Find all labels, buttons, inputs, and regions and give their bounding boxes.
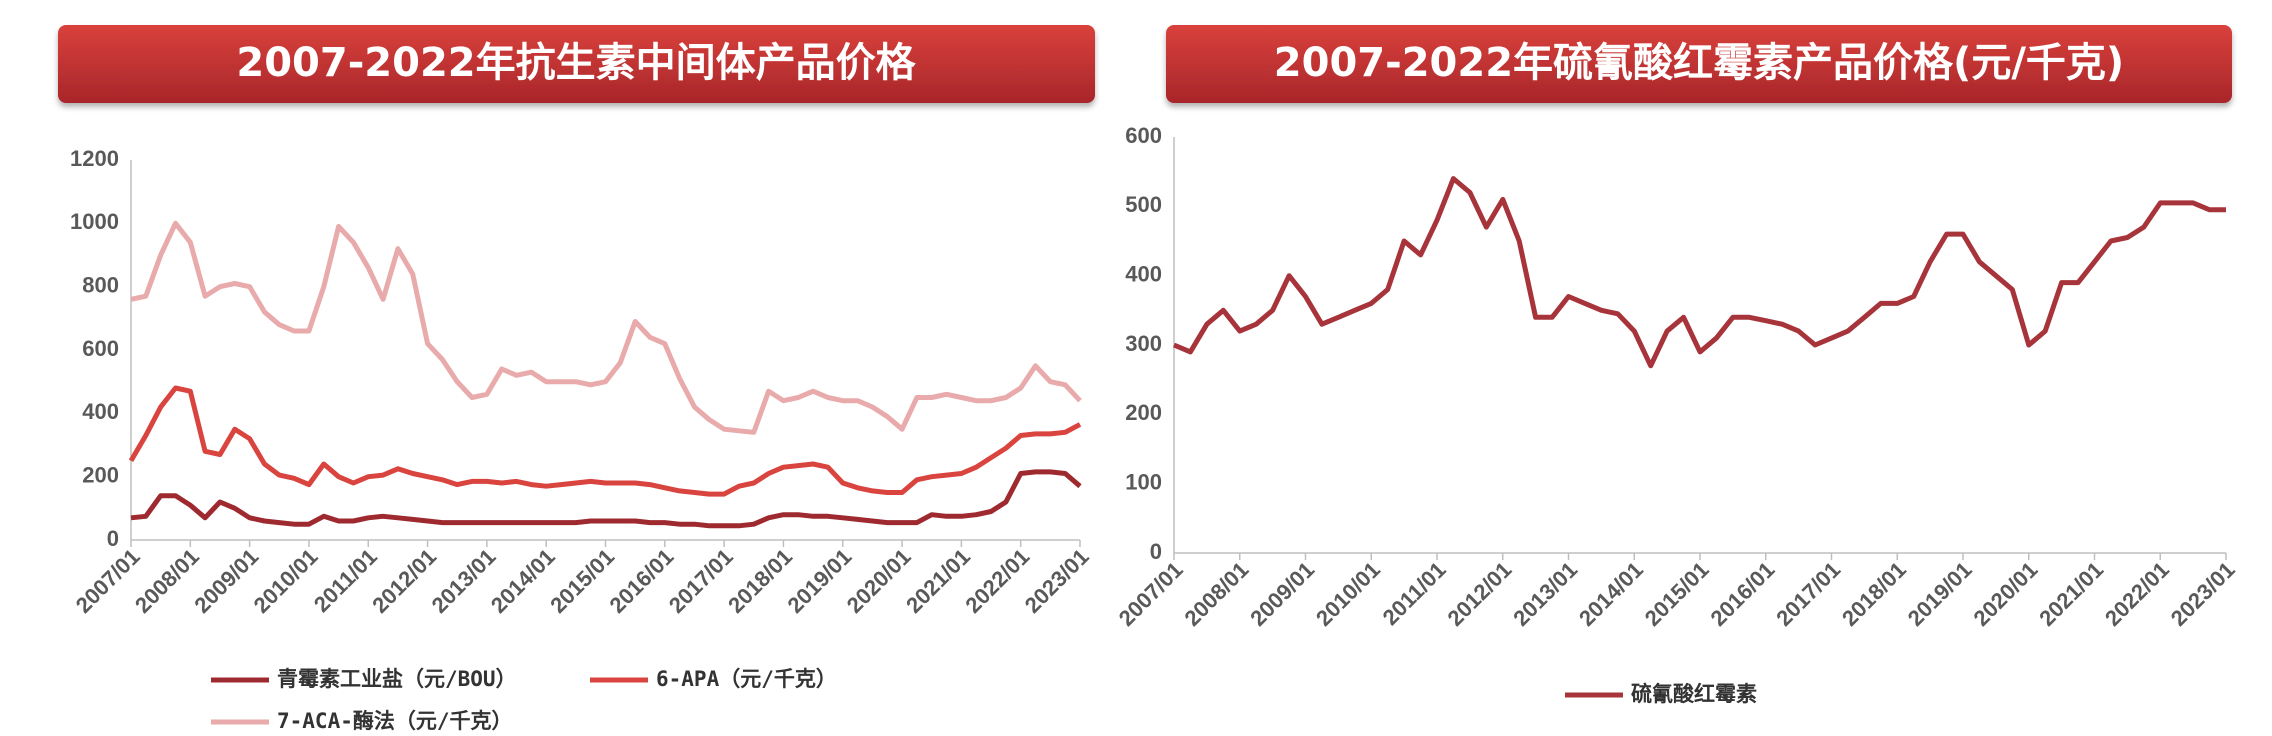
y-tick-label: 200: [1125, 400, 1162, 425]
line-series: [1173, 176, 2226, 369]
x-tick-label: 2009/01: [189, 544, 263, 618]
x-tick-label: 2019/01: [782, 544, 856, 618]
legend-label: 6-APA（元/千克）: [656, 667, 837, 691]
title-banner: [58, 25, 1095, 103]
line-series: [130, 469, 1082, 529]
x-tick-label: 2011/01: [1378, 557, 1451, 630]
y-tick-label: 500: [1125, 192, 1162, 217]
y-tick-label: 600: [1125, 123, 1162, 148]
y-tick-label: 0: [1150, 539, 1162, 564]
x-tick-label: 2023/01: [1020, 544, 1094, 618]
x-tick-label: 2007/01: [1114, 557, 1188, 631]
x-tick-label: 2013/01: [427, 544, 501, 618]
y-tick-label: 0: [107, 526, 119, 551]
y-tick-label: 800: [82, 272, 119, 297]
x-tick-label: 2012/01: [367, 544, 441, 618]
x-tick-label: 2022/01: [960, 544, 1034, 618]
y-tick-label: 400: [82, 399, 119, 424]
x-tick-label: 2017/01: [664, 544, 738, 618]
y-tick-label: 300: [1125, 331, 1162, 356]
title-banner: [1166, 25, 2232, 103]
y-tick-label: 1000: [70, 209, 119, 234]
x-tick-label: 2013/01: [1508, 557, 1582, 631]
x-tick-label: 2009/01: [1245, 557, 1319, 631]
x-tick-label: 2021/01: [901, 544, 975, 618]
x-tick-label: 2020/01: [842, 544, 916, 618]
x-tick-label: 2023/01: [2166, 557, 2240, 631]
legend-label: 青霉素工业盐（元/BOU）: [277, 667, 517, 691]
y-tick-label: 400: [1125, 261, 1162, 286]
legend-label: 7-ACA-酶法（元/千克）: [277, 709, 513, 733]
x-tick-label: 2012/01: [1442, 557, 1516, 631]
x-tick-label: 2016/01: [1705, 557, 1779, 631]
x-tick-label: 2021/01: [2034, 557, 2108, 631]
x-tick-label: 2018/01: [1837, 557, 1911, 631]
x-tick-label: 2015/01: [1640, 557, 1714, 631]
x-tick-label: 2007/01: [71, 544, 145, 618]
x-tick-label: 2014/01: [1574, 557, 1648, 631]
x-tick-label: 2016/01: [605, 544, 679, 618]
chart-title: 2007-2022年抗生素中间体产品价格: [236, 40, 916, 86]
legend-label: 硫氰酸红霉素: [1631, 682, 1757, 706]
x-tick-label: 2018/01: [723, 544, 797, 618]
line-series: [128, 385, 1082, 497]
chart-title: 2007-2022年硫氰酸红霉素产品价格(元/千克): [1274, 40, 2124, 86]
x-tick-label: 2008/01: [1179, 557, 1253, 631]
x-tick-label: 2019/01: [1903, 557, 1977, 631]
y-tick-label: 200: [82, 462, 119, 487]
x-tick-label: 2010/01: [249, 544, 323, 618]
x-tick-label: 2015/01: [545, 544, 619, 618]
x-tick-label: 2022/01: [2100, 557, 2174, 631]
y-tick-label: 100: [1125, 469, 1162, 494]
x-tick-label: 2008/01: [130, 544, 204, 618]
x-tick-label: 2010/01: [1311, 557, 1385, 631]
y-tick-label: 600: [82, 336, 119, 361]
x-tick-label: 2020/01: [1968, 557, 2042, 631]
y-tick-label: 1200: [70, 146, 119, 171]
line-series: [130, 220, 1082, 435]
x-tick-label: 2014/01: [486, 544, 560, 618]
x-tick-label: 2017/01: [1771, 557, 1845, 631]
x-tick-label: 2011/01: [309, 544, 382, 617]
